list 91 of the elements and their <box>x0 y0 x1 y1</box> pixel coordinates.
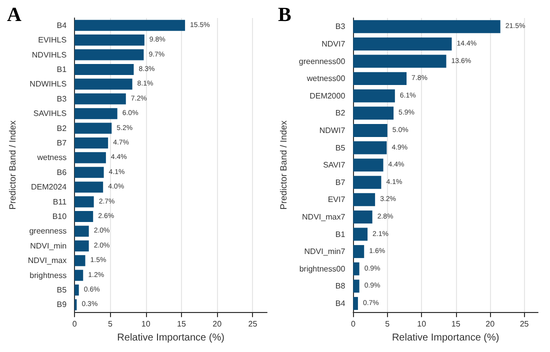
y-tick-label: greenness00 <box>298 56 346 66</box>
y-tick-label: brightness00 <box>299 264 346 274</box>
y-tick-label: B6 <box>56 168 68 177</box>
y-axis-title: Predictor Band / Index <box>8 120 18 210</box>
y-tick-label: B4 <box>335 298 346 308</box>
y-tick-label: NDVI_max7 <box>302 212 346 222</box>
y-tick-label: greenness <box>29 226 67 236</box>
y-tick-label: NDVIHLS <box>32 50 67 60</box>
bar <box>353 89 395 102</box>
bar <box>353 54 446 68</box>
x-tick-label: 20 <box>212 320 222 329</box>
y-tick-label: B2 <box>56 124 68 133</box>
y-axis-title: Predictor Band / Index <box>278 120 288 210</box>
bar <box>353 106 394 120</box>
bar <box>353 280 360 293</box>
x-tick-label: 25 <box>248 320 258 329</box>
chart-title: A <box>7 4 22 26</box>
x-tick-label: 5 <box>108 320 113 329</box>
x-axis-title: Relative Importance (%) <box>392 332 500 344</box>
y-tick-label: B11 <box>52 197 68 206</box>
bar <box>74 226 89 237</box>
bar <box>353 228 368 241</box>
bar <box>74 284 79 296</box>
bar <box>353 262 360 276</box>
bar <box>74 49 144 60</box>
x-tick-label: 0 <box>350 320 356 329</box>
y-tick-label: B1 <box>335 230 346 239</box>
bar <box>74 182 104 193</box>
y-tick-label: NDVI7 <box>322 39 346 48</box>
bar <box>74 108 118 120</box>
x-tick-label: 10 <box>417 320 427 329</box>
y-tick-label: brightness <box>30 270 67 280</box>
bar <box>353 141 387 154</box>
x-axis-title: Relative Importance (%) <box>117 332 224 344</box>
bar <box>353 296 358 310</box>
y-tick-label: B2 <box>335 108 346 118</box>
y-tick-label: B3 <box>335 22 346 32</box>
y-tick-label: B7 <box>335 178 346 187</box>
bar <box>74 255 86 266</box>
bar <box>353 158 384 172</box>
bar <box>74 196 94 208</box>
x-tick-label: 15 <box>177 320 186 329</box>
bar <box>74 166 104 178</box>
x-tick-label: 10 <box>141 320 151 329</box>
y-tick-label: NDWIHLS <box>30 80 67 89</box>
y-tick-label: B4 <box>56 20 68 30</box>
bar <box>74 240 89 252</box>
bar <box>353 245 364 258</box>
bar <box>74 211 94 222</box>
bar <box>74 137 108 149</box>
bar <box>74 64 134 75</box>
y-tick-label: B8 <box>335 282 346 291</box>
y-tick-label: wetness <box>36 153 67 162</box>
bar <box>74 93 126 104</box>
y-tick-label: NDVI_min7 <box>304 247 346 256</box>
y-tick-label: NDVI_max <box>28 256 67 266</box>
bar <box>353 210 372 224</box>
y-tick-label: NDVI_min <box>30 241 67 250</box>
y-tick-label: B5 <box>335 143 346 152</box>
y-tick-label: SAVI7 <box>323 160 346 170</box>
y-tick-label: DEM2000 <box>310 91 346 100</box>
x-tick-label: 20 <box>486 320 496 329</box>
bar <box>353 37 452 50</box>
y-tick-label: EVI7 <box>328 195 346 204</box>
bar <box>353 20 500 34</box>
x-tick-label: 15 <box>451 320 461 329</box>
y-tick-label: EVIHLS <box>38 36 67 45</box>
x-tick-label: 0 <box>72 320 78 329</box>
y-tick-label: B1 <box>56 64 68 74</box>
x-tick-label: 5 <box>385 320 390 329</box>
bar <box>74 152 106 164</box>
bar <box>353 72 407 86</box>
bar <box>353 193 376 206</box>
y-tick-label: B10 <box>52 212 68 222</box>
bar <box>74 122 112 134</box>
y-tick-label: B7 <box>56 138 68 148</box>
bar <box>353 176 382 189</box>
chart-title: B <box>278 4 292 26</box>
bar <box>74 34 144 46</box>
x-tick-label: 25 <box>520 320 530 329</box>
bar <box>74 270 84 281</box>
y-tick-label: B9 <box>56 300 68 310</box>
y-tick-label: B3 <box>56 94 68 104</box>
y-tick-label: B5 <box>56 286 68 295</box>
y-tick-label: DEM2024 <box>31 182 68 192</box>
y-tick-label: wetness00 <box>306 74 346 84</box>
bar <box>353 124 388 137</box>
y-tick-label: SAVIHLS <box>33 109 67 118</box>
y-tick-label: NDWI7 <box>319 126 346 135</box>
bar <box>74 20 186 31</box>
bar <box>74 78 132 90</box>
